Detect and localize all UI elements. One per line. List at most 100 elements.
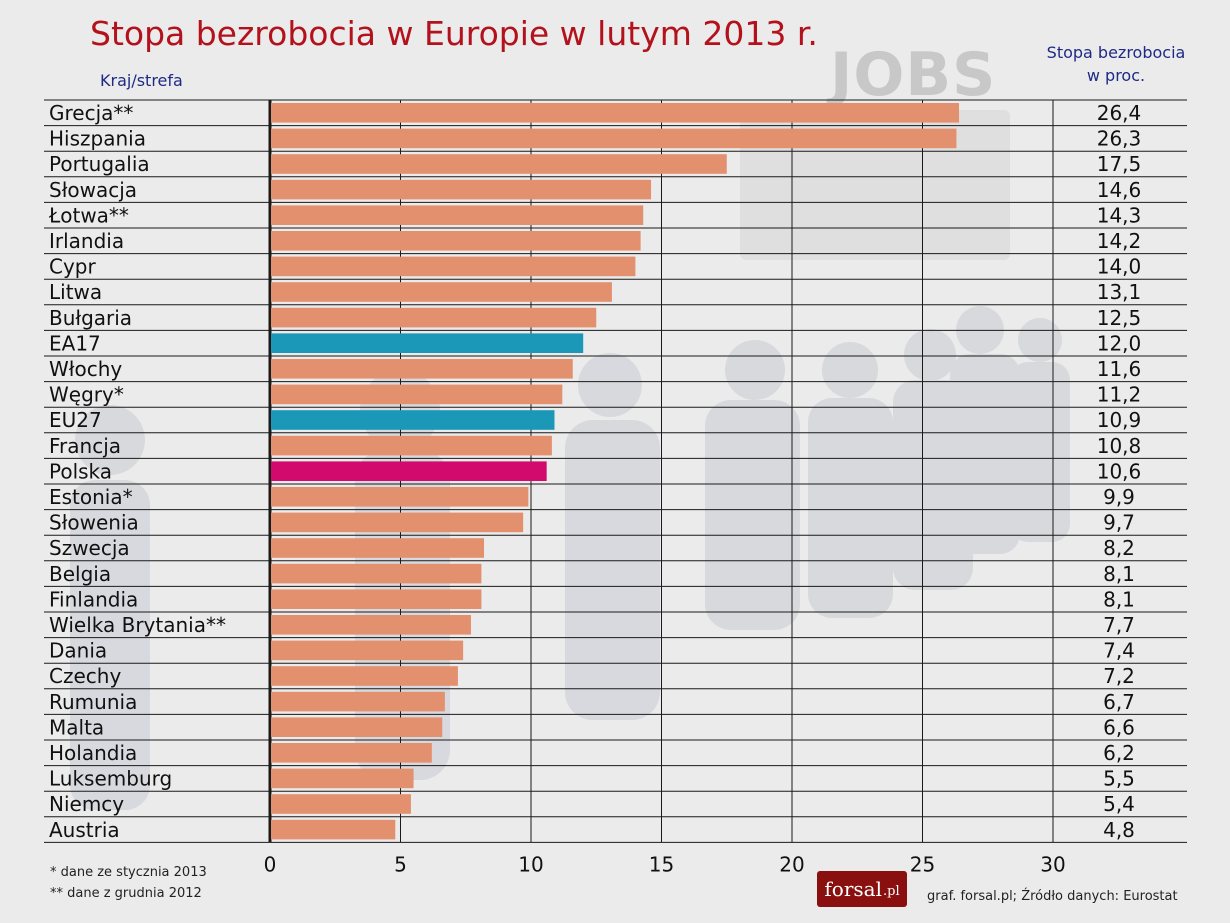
category-header: Kraj/strefa xyxy=(100,71,183,90)
value-label: 10,6 xyxy=(1097,459,1142,483)
bar-21 xyxy=(271,640,464,661)
category-label: Holandia xyxy=(49,741,137,765)
bar-3 xyxy=(271,179,652,200)
x-tick-label: 25 xyxy=(910,852,935,876)
x-tick-label: 20 xyxy=(779,852,804,876)
source-note: graf. forsal.pl; Źródło danych: Eurostat xyxy=(927,889,1178,904)
x-tick-label: 10 xyxy=(518,852,543,876)
value-label: 7,7 xyxy=(1103,613,1135,637)
bar-2 xyxy=(271,154,727,174)
category-label: Dania xyxy=(49,639,107,663)
value-label: 11,6 xyxy=(1097,357,1142,381)
bar-8 xyxy=(271,307,597,328)
category-label: Irlandia xyxy=(49,229,124,253)
category-label: Austria xyxy=(49,818,120,842)
category-label: Czechy xyxy=(49,664,121,688)
category-label: Szwecja xyxy=(49,536,130,560)
value-label: 14,2 xyxy=(1097,229,1142,253)
category-label: Belgia xyxy=(49,562,111,586)
category-label: Rumunia xyxy=(49,690,137,714)
value-header-line2: w proc. xyxy=(1086,66,1146,85)
value-label: 6,6 xyxy=(1103,715,1135,739)
category-label: Słowacja xyxy=(49,178,137,202)
category-label: Luksemburg xyxy=(49,767,172,791)
bar-14 xyxy=(271,461,547,481)
value-label: 14,3 xyxy=(1097,203,1142,227)
footnote-2: ** dane z grudnia 2012 xyxy=(50,886,202,901)
bar-17 xyxy=(271,538,485,558)
bar-22 xyxy=(271,666,458,686)
category-label: Wielka Brytania** xyxy=(49,613,226,637)
value-label: 14,6 xyxy=(1097,178,1142,202)
bar-10 xyxy=(271,359,573,379)
category-label: Francja xyxy=(49,434,121,458)
category-label: Finlandia xyxy=(49,587,138,611)
category-label: EU27 xyxy=(49,408,102,432)
category-label: Malta xyxy=(49,715,104,739)
category-label: Włochy xyxy=(49,357,122,381)
logo-suffix: .pl xyxy=(882,883,900,899)
value-label: 13,1 xyxy=(1097,280,1142,304)
x-tick-label: 30 xyxy=(1040,852,1065,876)
value-label: 14,0 xyxy=(1097,255,1142,279)
bar-15 xyxy=(271,487,529,507)
bar-13 xyxy=(271,435,552,456)
x-tick-label: 5 xyxy=(394,852,407,876)
forsal-logo: forsal .pl xyxy=(817,871,907,907)
value-label: 9,9 xyxy=(1103,485,1135,509)
value-label: 7,4 xyxy=(1103,639,1135,663)
value-label: 8,2 xyxy=(1103,536,1135,560)
bar-27 xyxy=(271,794,411,814)
bar-0 xyxy=(271,103,960,123)
category-label: EA17 xyxy=(49,331,101,355)
x-tick-label: 15 xyxy=(649,852,674,876)
value-label: 7,2 xyxy=(1103,664,1135,688)
value-label: 9,7 xyxy=(1103,511,1135,535)
bar-23 xyxy=(271,691,445,712)
category-label: Bułgaria xyxy=(49,306,132,330)
value-label: 12,5 xyxy=(1097,306,1142,330)
category-label: Hiszpania xyxy=(49,127,146,151)
logo-main: forsal xyxy=(824,877,882,901)
value-label: 10,8 xyxy=(1097,434,1142,458)
bar-12 xyxy=(271,410,555,430)
category-label: Niemcy xyxy=(49,792,124,816)
bar-4 xyxy=(271,205,644,225)
value-label: 6,2 xyxy=(1103,741,1135,765)
value-header-line1: Stopa bezrobocia xyxy=(1046,43,1186,62)
value-label: 26,3 xyxy=(1097,127,1142,151)
bar-28 xyxy=(271,819,396,840)
category-label: Portugalia xyxy=(49,152,150,176)
category-label: Cypr xyxy=(49,255,96,279)
category-label: Estonia* xyxy=(49,485,133,509)
footnote-1: * dane ze stycznia 2013 xyxy=(50,865,207,880)
x-tick-label: 0 xyxy=(264,852,277,876)
value-label: 5,5 xyxy=(1103,767,1135,791)
bar-5 xyxy=(271,231,641,251)
value-label: 17,5 xyxy=(1097,152,1142,176)
value-label: 5,4 xyxy=(1103,792,1135,816)
bar-16 xyxy=(271,512,524,533)
bar-9 xyxy=(271,333,584,353)
category-label: Litwa xyxy=(49,280,102,304)
bar-1 xyxy=(271,128,957,149)
bar-18 xyxy=(271,563,482,584)
category-label: Polska xyxy=(49,459,112,483)
category-label: Węgry* xyxy=(49,383,124,407)
value-label: 10,9 xyxy=(1097,408,1142,432)
value-label: 11,2 xyxy=(1097,383,1142,407)
bar-11 xyxy=(271,384,563,405)
bar-26 xyxy=(271,768,414,789)
value-label: 8,1 xyxy=(1103,562,1135,586)
value-label: 8,1 xyxy=(1103,587,1135,611)
value-label: 4,8 xyxy=(1103,818,1135,842)
category-label: Grecja** xyxy=(49,101,133,125)
bar-6 xyxy=(271,256,636,277)
category-label: Łotwa** xyxy=(48,203,129,227)
bar-19 xyxy=(271,589,482,609)
chart-title: Stopa bezrobocia w Europie w lutym 2013 … xyxy=(90,14,818,53)
bar-20 xyxy=(271,615,471,635)
category-label: Słowenia xyxy=(49,511,139,535)
jobs-watermark: JOBS xyxy=(830,40,997,110)
